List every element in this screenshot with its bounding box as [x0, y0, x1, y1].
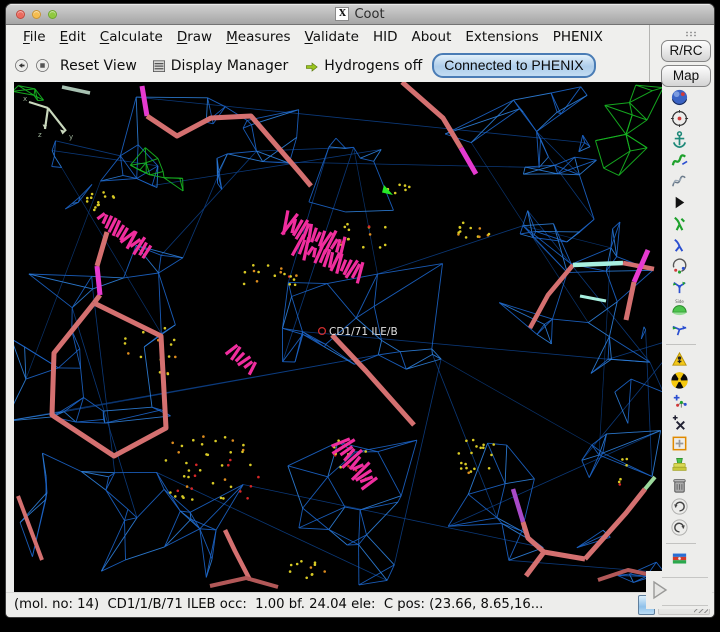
- add-alt-conf-icon[interactable]: [668, 413, 690, 432]
- view-sphere-icon-glyph: [671, 89, 687, 106]
- side-chain-flip-icon-glyph: Side: [671, 299, 687, 316]
- traffic-lights: [16, 10, 57, 19]
- status-text: (mol. no: 14) CD1/1/B/71 ILEB occ: 1.00 …: [14, 597, 544, 612]
- view-back-button[interactable]: [14, 58, 29, 73]
- display-manager-button[interactable]: Display Manager: [151, 58, 288, 74]
- delete-item-icon[interactable]: [668, 476, 690, 495]
- molecular-viewport[interactable]: x y z CD1/71 ILE/B: [14, 82, 662, 592]
- mutate-residue-icon[interactable]: [668, 350, 690, 369]
- main-area: x y z CD1/71 ILE/B Side: [6, 82, 714, 592]
- rigid-body-fit-icon[interactable]: [668, 455, 690, 474]
- menu-validate[interactable]: Validate: [304, 29, 359, 45]
- add-terminal-residue-icon-glyph: [673, 394, 687, 408]
- atom-label: CD1/71 ILE/B: [329, 326, 398, 338]
- titlebar[interactable]: X Coot: [6, 4, 714, 25]
- run-icon[interactable]: [668, 193, 690, 212]
- map-button[interactable]: Map: [661, 65, 711, 87]
- menu-file[interactable]: File: [23, 29, 46, 45]
- flip-peptide-icon[interactable]: [668, 319, 690, 338]
- view-sphere-icon[interactable]: [668, 88, 690, 107]
- menu-phenix[interactable]: PHENIX: [552, 29, 603, 45]
- right-panel: Side: [662, 82, 714, 592]
- delete-item-icon-glyph: [672, 479, 686, 493]
- run-icon-glyph: [675, 196, 684, 209]
- view-record-icon: [36, 59, 49, 72]
- redo-icon-glyph: [670, 519, 688, 536]
- rrc-button[interactable]: R/RC: [661, 40, 711, 62]
- menu-hid[interactable]: HID: [372, 29, 398, 45]
- reset-view-button[interactable]: Reset View: [60, 57, 137, 74]
- auto-fit-rotamer-icon[interactable]: [668, 214, 690, 233]
- minimize-button[interactable]: [32, 10, 41, 19]
- window-title-wrap: X Coot: [335, 6, 385, 22]
- display-manager-icon: [152, 59, 165, 72]
- svg-text:Side: Side: [675, 299, 684, 304]
- simple-mutate-icon-glyph: [670, 372, 688, 389]
- edit-chi-angles-icon-glyph: [672, 281, 686, 294]
- redo-icon[interactable]: [668, 518, 690, 537]
- undo-icon-glyph: [670, 498, 688, 515]
- simple-mutate-icon[interactable]: [668, 371, 690, 390]
- menu-draw[interactable]: Draw: [176, 29, 213, 45]
- pane-line-top: [662, 577, 708, 578]
- place-atom-icon[interactable]: [668, 434, 690, 453]
- side-buttons: R/RC Map: [661, 40, 711, 87]
- rigid-body-fit-icon-glyph: [671, 457, 687, 471]
- auto-fit-rotamer-icon-glyph: [673, 216, 685, 231]
- menu-calculate[interactable]: Calculate: [99, 29, 163, 45]
- pane-expander-icon[interactable]: [649, 578, 671, 602]
- place-atom-icon-glyph: [672, 436, 686, 451]
- rotate-translate-icon[interactable]: [668, 256, 690, 275]
- svg-text:y: y: [69, 133, 73, 141]
- window-title: Coot: [354, 6, 385, 22]
- menu-extensions[interactable]: Extensions: [465, 29, 539, 45]
- menubar: File Edit Calculate Draw Measures Valida…: [6, 25, 714, 49]
- svg-text:x: x: [23, 95, 27, 103]
- recentre-icon-glyph: [670, 109, 688, 128]
- hydrogens-toggle[interactable]: Hydrogens off: [304, 58, 422, 74]
- density-scene: x y z CD1/71 ILE/B: [14, 82, 662, 589]
- regularize-zone-icon-glyph: [671, 175, 686, 187]
- rotamers-icon[interactable]: [668, 235, 690, 254]
- flag-icon-glyph: [672, 553, 686, 564]
- menu-edit[interactable]: Edit: [59, 29, 86, 45]
- close-button[interactable]: [16, 10, 25, 19]
- toolbar-divider: [649, 25, 650, 107]
- rotamers-icon-glyph: [673, 238, 683, 252]
- side-chain-flip-icon[interactable]: Side: [668, 298, 690, 317]
- rotate-translate-icon-glyph: [672, 258, 686, 274]
- view-back-icon: [15, 59, 28, 72]
- recentre-icon[interactable]: [668, 109, 690, 128]
- real-space-refine-icon-glyph: [671, 154, 688, 166]
- toolbar-separator: [666, 344, 696, 345]
- connected-to-phenix-button[interactable]: Connected to PHENIX: [432, 53, 596, 78]
- flip-peptide-icon-glyph: [672, 325, 686, 336]
- menu-measures[interactable]: Measures: [226, 29, 291, 45]
- svg-text:z: z: [38, 131, 42, 139]
- add-terminal-residue-icon[interactable]: [668, 392, 690, 411]
- pane-line-bottom: [662, 605, 708, 606]
- corner-pane: [646, 571, 712, 609]
- coot-window: X Coot File Edit Calculate Draw Measures…: [5, 3, 715, 618]
- hydrogens-arrow-icon: [306, 61, 318, 72]
- toolbar-grip[interactable]: [685, 31, 698, 37]
- add-alt-conf-icon-glyph: [672, 415, 685, 430]
- flag-icon[interactable]: [668, 549, 690, 568]
- anchor-icon[interactable]: [668, 130, 690, 149]
- anchor-icon-glyph: [672, 131, 686, 148]
- undo-icon[interactable]: [668, 497, 690, 516]
- real-space-refine-icon[interactable]: [668, 151, 690, 170]
- regularize-zone-icon[interactable]: [668, 172, 690, 191]
- zoom-button[interactable]: [48, 10, 57, 19]
- toolbar-separator: [666, 543, 696, 544]
- toolbar: Reset View Display Manager Hydrogens off…: [6, 25, 714, 107]
- edit-chi-angles-icon[interactable]: [668, 277, 690, 296]
- x11-icon: X: [335, 7, 350, 21]
- mutate-residue-icon-glyph: [671, 351, 687, 366]
- view-record-button[interactable]: [35, 58, 50, 73]
- menu-about[interactable]: About: [411, 29, 452, 45]
- statusbar: (mol. no: 14) CD1/1/B/71 ILEB occ: 1.00 …: [6, 592, 714, 617]
- right-toolbar: Side: [666, 88, 696, 570]
